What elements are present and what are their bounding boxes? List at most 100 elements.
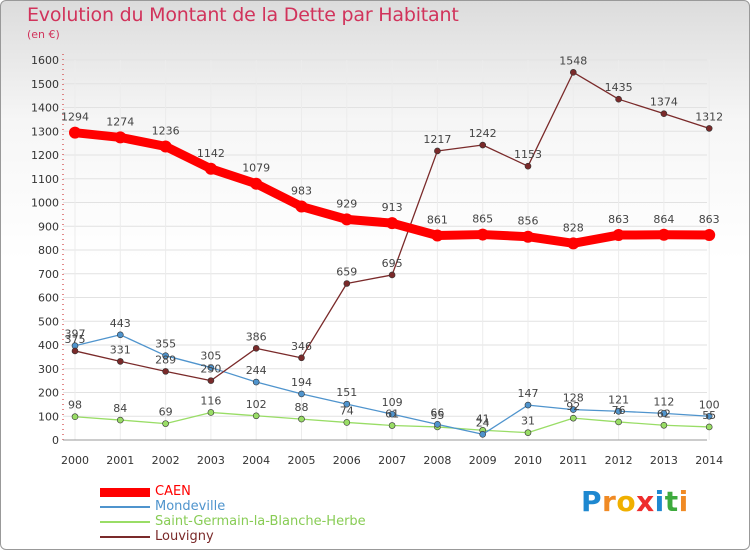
data-point	[431, 229, 444, 242]
data-label: 55	[702, 409, 716, 422]
data-label: 244	[246, 364, 267, 377]
legend-swatch-louvigny	[100, 536, 150, 538]
data-label: 147	[518, 387, 539, 400]
data-point	[252, 378, 260, 386]
y-tick-label: 1600	[31, 54, 59, 67]
data-point	[388, 271, 396, 279]
chart-title: Evolution du Montant de la Dette par Hab…	[27, 4, 459, 26]
x-tick-label: 2007	[378, 454, 406, 467]
logo-letter: i	[654, 485, 665, 518]
data-label: 128	[563, 392, 584, 405]
logo-letter: r	[602, 485, 617, 518]
data-label: 443	[110, 317, 131, 330]
data-label: 250	[200, 363, 221, 376]
data-point	[162, 352, 169, 359]
y-tick-label: 100	[38, 410, 59, 423]
data-point	[298, 390, 305, 398]
data-label: 1548	[559, 54, 587, 67]
x-tick-label: 2011	[559, 454, 587, 467]
data-point	[343, 419, 351, 426]
data-point	[569, 69, 577, 76]
data-point	[615, 418, 622, 426]
data-point	[388, 410, 396, 418]
data-label: 194	[291, 376, 312, 389]
y-tick-label: 900	[38, 220, 59, 233]
data-point	[660, 410, 668, 417]
data-label: 1435	[605, 81, 633, 94]
data-label: 1236	[152, 124, 180, 137]
data-point	[569, 406, 577, 413]
data-label: 1294	[61, 111, 89, 124]
logo-letter: x	[636, 485, 655, 518]
x-tick-label: 2005	[288, 454, 316, 467]
data-label: 109	[382, 396, 403, 409]
data-point	[703, 229, 716, 242]
data-label: 856	[518, 215, 539, 228]
data-label: 1142	[197, 147, 225, 160]
data-label: 863	[608, 213, 629, 226]
data-label: 1079	[242, 162, 270, 175]
y-tick-label: 1000	[31, 197, 59, 210]
logo-letter: o	[616, 485, 637, 518]
data-point	[207, 364, 215, 371]
proxiti-logo: Proxiti	[581, 485, 689, 518]
y-tick-label: 600	[38, 292, 59, 305]
data-point	[388, 422, 396, 429]
data-label: 1153	[514, 148, 542, 161]
data-point	[434, 147, 441, 155]
y-tick-label: 300	[38, 363, 59, 376]
data-point	[705, 412, 713, 420]
data-label: 61	[385, 408, 399, 421]
data-label: 76	[612, 404, 626, 417]
data-label: 1374	[650, 96, 678, 109]
data-label: 864	[653, 213, 674, 226]
x-tick-label: 2012	[605, 454, 633, 467]
data-label: 929	[336, 197, 357, 210]
data-point	[657, 228, 670, 241]
data-label: 861	[427, 214, 448, 227]
data-point	[162, 420, 169, 427]
data-label: 69	[159, 406, 173, 419]
data-point	[479, 430, 487, 438]
data-label: 116	[200, 394, 221, 407]
data-point	[705, 125, 713, 132]
data-point	[162, 368, 169, 375]
logo-letter: i	[678, 485, 689, 518]
y-tick-label: 1100	[31, 173, 59, 186]
data-point	[298, 354, 305, 362]
data-point	[386, 217, 399, 230]
data-point	[207, 377, 215, 384]
data-label: 88	[295, 401, 309, 414]
chart-subtitle: (en €)	[27, 28, 60, 41]
data-point	[434, 421, 441, 428]
y-tick-label: 500	[38, 315, 59, 328]
data-label: 66	[430, 406, 444, 419]
logo-letter: t	[664, 485, 679, 518]
data-label: 41	[476, 412, 490, 425]
data-point	[298, 415, 305, 423]
y-tick-label: 1300	[31, 125, 59, 138]
logo-letter: P	[581, 485, 603, 518]
data-label: 331	[110, 343, 131, 356]
data-label: 102	[246, 398, 267, 411]
data-point	[114, 131, 127, 144]
x-tick-label: 2014	[695, 454, 723, 467]
data-label: 1274	[106, 115, 134, 128]
data-label: 100	[699, 398, 720, 411]
data-label: 397	[65, 328, 86, 341]
data-label: 112	[653, 395, 674, 408]
x-tick-label: 2008	[423, 454, 451, 467]
data-label: 151	[336, 386, 357, 399]
data-point	[117, 416, 124, 424]
x-tick-label: 2006	[333, 454, 361, 467]
data-point	[295, 200, 308, 213]
data-label: 346	[291, 340, 312, 353]
data-point	[204, 162, 217, 175]
data-label: 24	[476, 416, 490, 429]
y-tick-label: 200	[38, 387, 59, 400]
data-point	[207, 409, 215, 416]
data-label: 695	[382, 257, 403, 270]
data-point	[479, 141, 487, 149]
x-tick-label: 2010	[514, 454, 542, 467]
